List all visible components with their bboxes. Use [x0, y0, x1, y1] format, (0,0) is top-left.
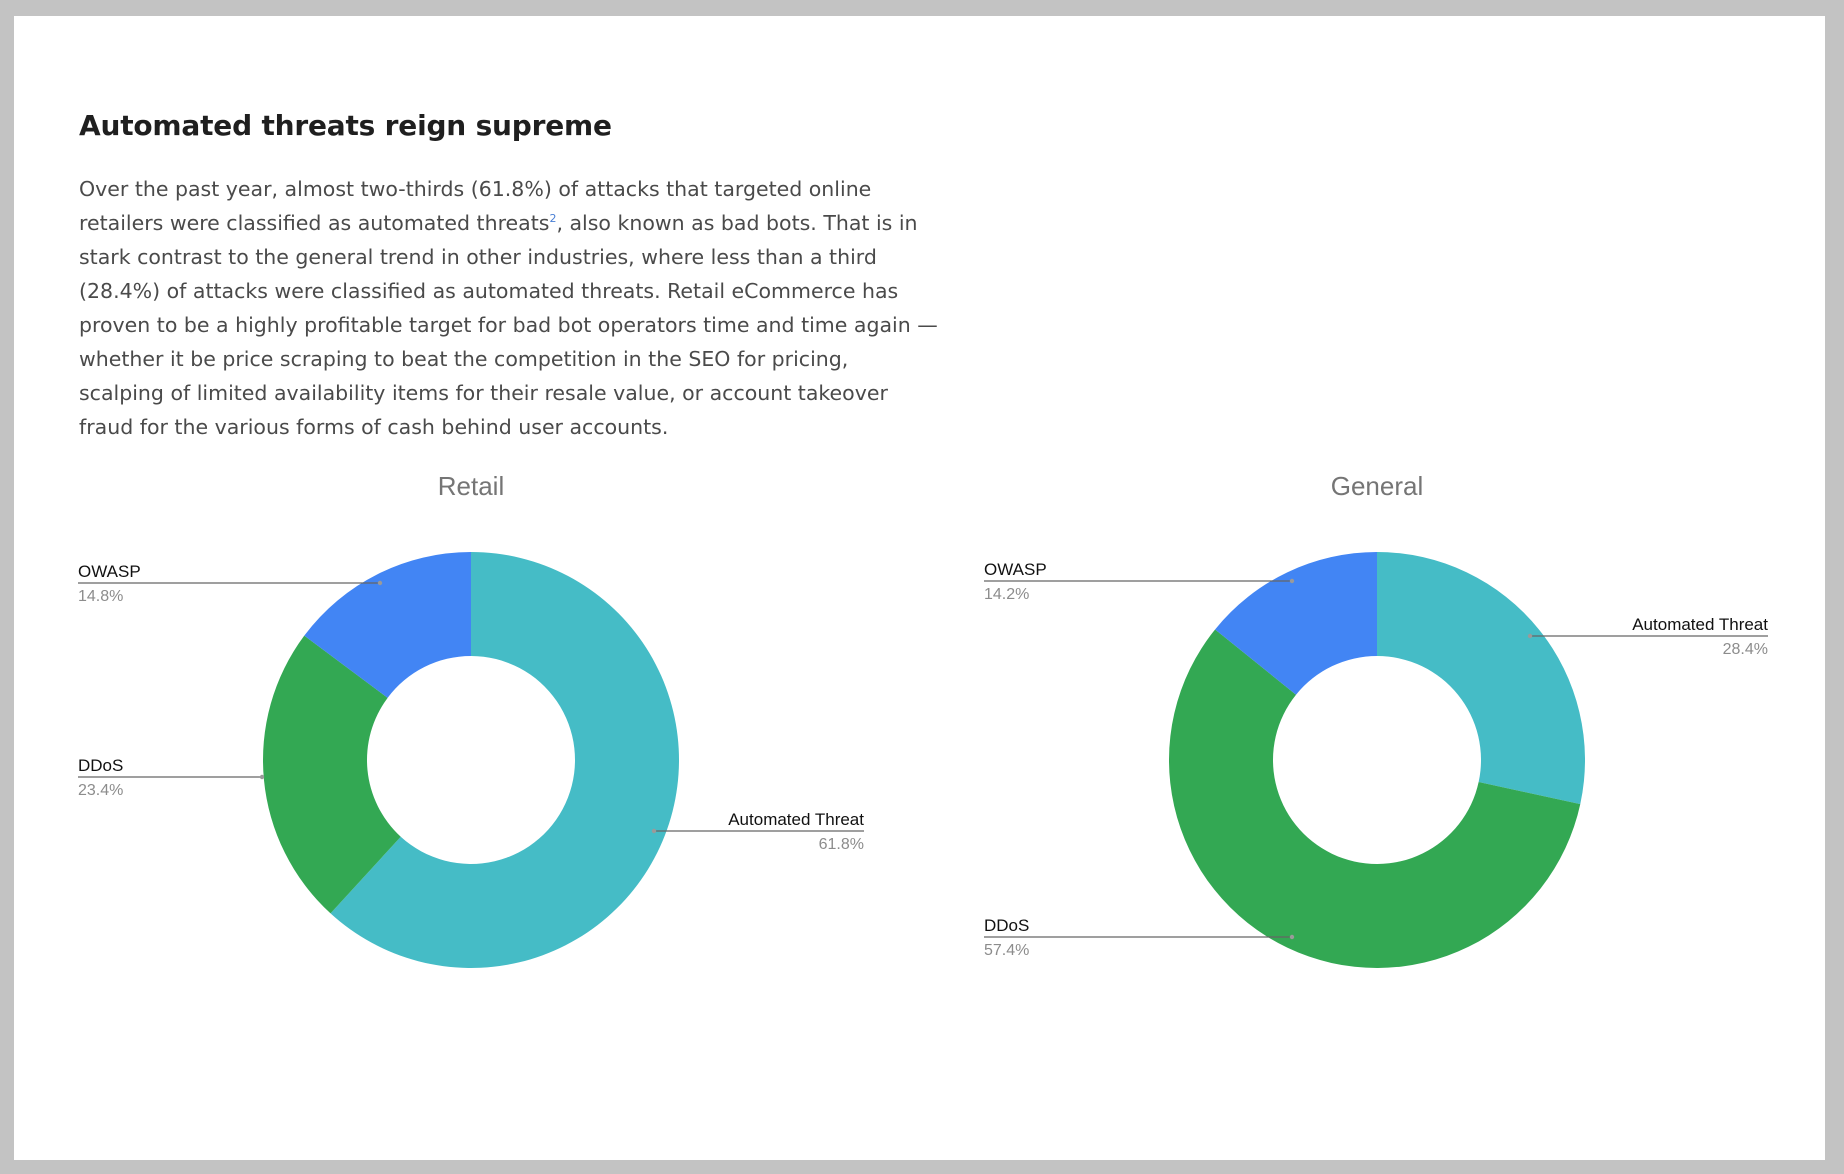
slice-label-automated-threat: Automated Threat	[1632, 615, 1768, 634]
slice-ddos[interactable]	[262, 635, 401, 914]
chart-title: General	[1331, 471, 1424, 501]
chart-title: Retail	[438, 471, 504, 501]
slice-automated-threat[interactable]	[330, 552, 679, 968]
slice-value-ddos: 57.4%	[984, 942, 1029, 959]
slice-value-ddos: 23.4%	[78, 782, 123, 799]
slice-label-owasp: OWASP	[984, 560, 1047, 579]
article-title: Automated threats reign supreme	[79, 109, 612, 142]
slice-label-ddos: DDoS	[78, 756, 123, 775]
article-body-text-1: Over the past year, almost two-thirds (6…	[79, 177, 872, 235]
donut-chart-general: General Automated Threat 28.4% DDoS 57.4% OWA…	[984, 471, 1768, 968]
leader-dot-automated-threat	[1527, 633, 1533, 639]
slice-value-owasp: 14.8%	[78, 588, 123, 605]
leader-dot-owasp	[1289, 578, 1295, 584]
slice-automated-threat[interactable]	[1377, 552, 1585, 805]
slice-value-automated-threat: 61.8%	[819, 836, 864, 853]
leader-dot-automated-threat	[651, 828, 657, 834]
article-body-text-2: , also known as bad bots. That is in sta…	[79, 211, 938, 439]
donut-chart-retail: Retail Automated Threat 61.8% DDoS 23.4% OWAS…	[78, 471, 864, 968]
leader-dot-ddos	[1289, 934, 1295, 940]
slice-owasp[interactable]	[1215, 552, 1377, 695]
slice-label-owasp: OWASP	[78, 562, 141, 581]
leader-dot-owasp	[377, 580, 383, 586]
slice-owasp[interactable]	[304, 552, 471, 698]
slice-label-ddos: DDoS	[984, 916, 1029, 935]
slice-label-automated-threat: Automated Threat	[728, 810, 864, 829]
slice-value-owasp: 14.2%	[984, 586, 1029, 603]
report-page: Automated threats reign supreme Over the…	[14, 16, 1825, 1160]
slice-value-automated-threat: 28.4%	[1723, 641, 1768, 658]
leader-dot-ddos	[259, 774, 265, 780]
footnote-ref-link[interactable]: 2	[549, 212, 557, 226]
slice-ddos[interactable]	[1169, 629, 1581, 968]
article-body: Over the past year, almost two-thirds (6…	[79, 172, 939, 444]
